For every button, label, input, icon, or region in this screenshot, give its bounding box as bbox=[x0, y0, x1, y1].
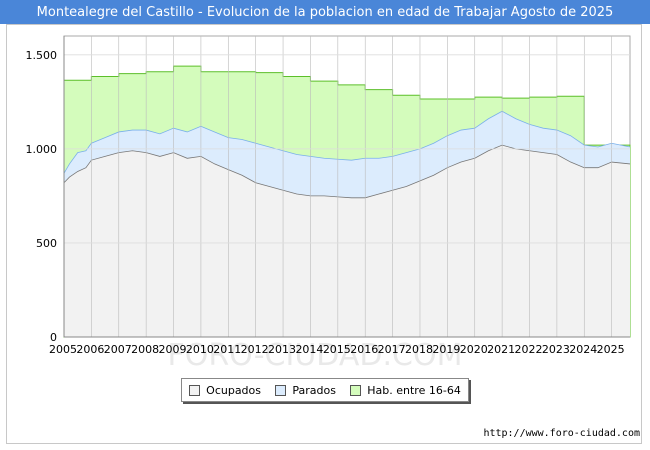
y-tick-label: 500 bbox=[36, 237, 57, 250]
x-tick-label: 2005 bbox=[49, 343, 77, 356]
x-tick-label: 2015 bbox=[323, 343, 351, 356]
x-tick-label: 2019 bbox=[432, 343, 460, 356]
legend: Ocupados Parados Hab. entre 16-64 bbox=[181, 378, 469, 402]
series-line-parados bbox=[63, 110, 631, 174]
x-tick-label: 2007 bbox=[104, 343, 132, 356]
x-tick-label: 2024 bbox=[569, 343, 597, 356]
legend-label-ocupados: Ocupados bbox=[206, 383, 262, 397]
x-tick-label: 2016 bbox=[350, 343, 378, 356]
x-tick-label: 2014 bbox=[295, 343, 323, 356]
series-area-ocupados bbox=[64, 145, 630, 337]
y-tick-label: 0 bbox=[50, 331, 57, 344]
y-tick-label: 1.500 bbox=[26, 49, 58, 62]
x-tick-label: 2013 bbox=[268, 343, 296, 356]
x-tick-label: 2025 bbox=[597, 343, 625, 356]
x-tick-label: 2012 bbox=[241, 343, 269, 356]
x-tick-label: 2006 bbox=[76, 343, 104, 356]
ocupados-swatch bbox=[189, 384, 201, 396]
x-tick-label: 2020 bbox=[460, 343, 488, 356]
x-axis: 2005 2006 2007 2008 2009 2010 2011 2012 2013 2014… bbox=[49, 343, 625, 356]
source-url[interactable]: http://www.foro-ciudad.com bbox=[483, 428, 640, 439]
series-line-ocupados bbox=[63, 144, 631, 199]
legend-label-parados: Parados bbox=[292, 383, 336, 397]
chart-title: Montealegre del Castillo - Evolucion de … bbox=[0, 0, 650, 24]
x-tick-label: 2022 bbox=[515, 343, 543, 356]
x-tick-label: 2011 bbox=[213, 343, 241, 356]
legend-item-parados: Parados bbox=[275, 384, 336, 397]
x-tick-label: 2023 bbox=[542, 343, 570, 356]
y-tick-label: 1.000 bbox=[26, 143, 58, 156]
parados-swatch bbox=[275, 384, 287, 396]
y-axis: 0 500 1.000 1.500 bbox=[26, 49, 58, 344]
legend-item-hab: Hab. entre 16-64 bbox=[350, 384, 461, 397]
legend-label-hab: Hab. entre 16-64 bbox=[367, 383, 461, 397]
legend-item-ocupados: Ocupados bbox=[189, 384, 261, 397]
plot-area bbox=[63, 35, 631, 338]
x-tick-label: 2009 bbox=[159, 343, 187, 356]
x-tick-label: 2021 bbox=[487, 343, 515, 356]
watermark-text: FORO-CIUDAD.COM bbox=[168, 338, 463, 373]
hab-swatch bbox=[350, 384, 362, 396]
x-tick-label: 2018 bbox=[405, 343, 433, 356]
x-tick-label: 2008 bbox=[131, 343, 159, 356]
x-tick-label: 2010 bbox=[186, 343, 214, 356]
x-tick-label: 2017 bbox=[378, 343, 406, 356]
